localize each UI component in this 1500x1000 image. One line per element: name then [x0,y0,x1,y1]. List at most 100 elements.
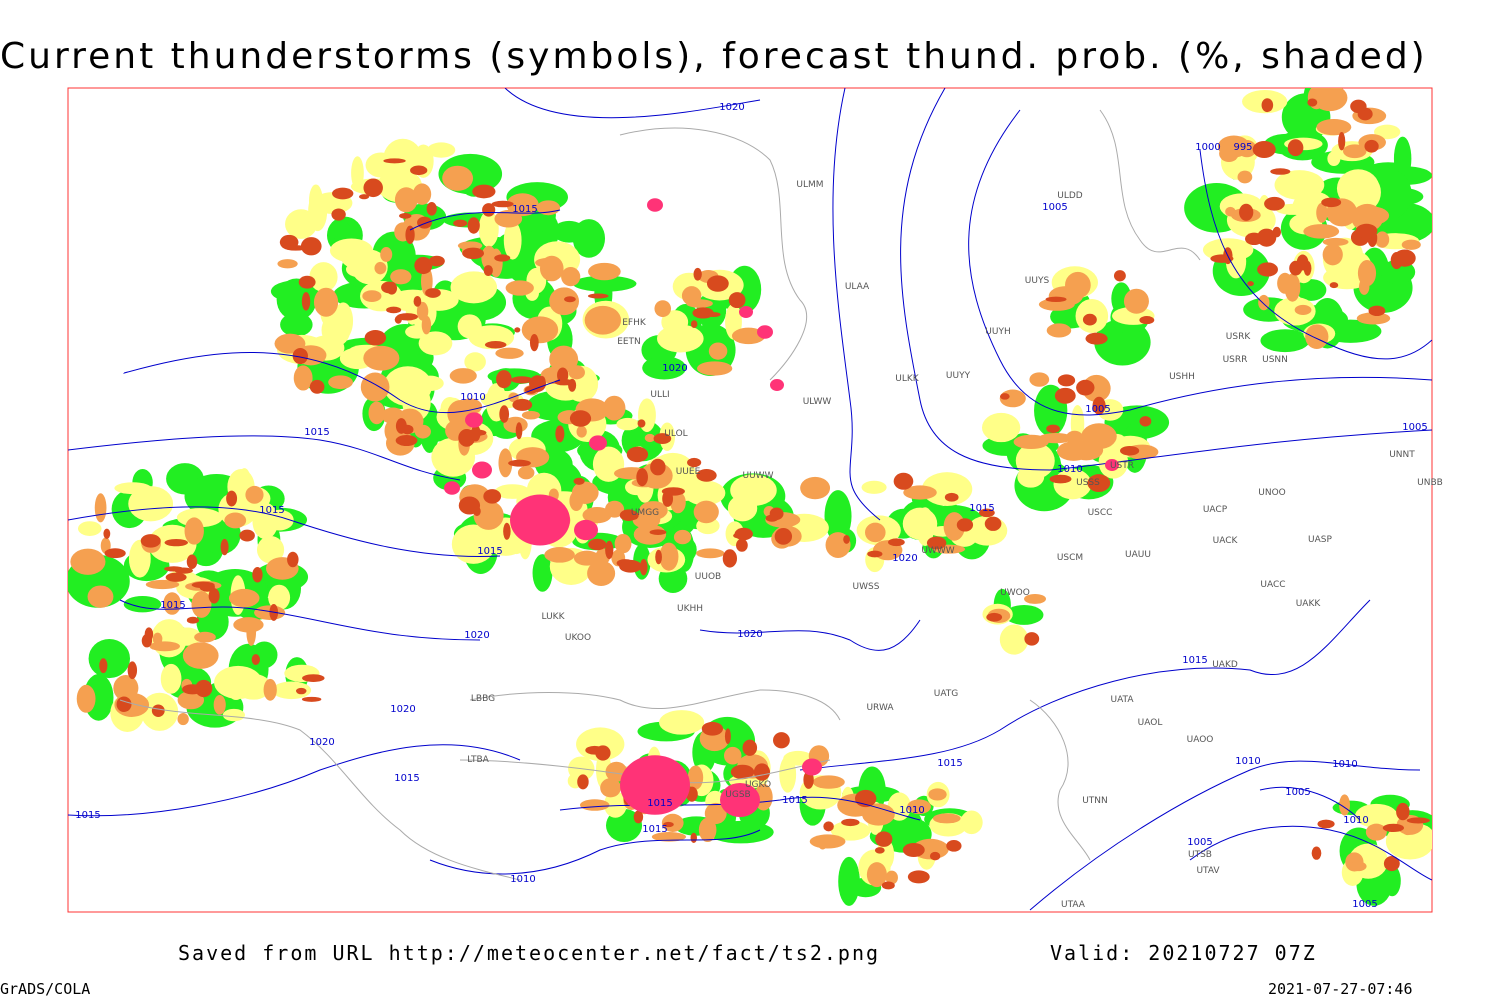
prob-orange [1343,144,1367,159]
prob-orange [1237,140,1257,158]
prob-red [512,398,533,411]
prob-orange [194,631,216,643]
prob-red [1113,270,1126,282]
prob-red [396,313,418,321]
prob-red [1000,393,1010,400]
prob-red [292,347,308,365]
prob-red [1046,424,1060,433]
prob-orange [213,694,226,715]
prob-red [1303,260,1312,276]
prob-red [144,627,154,642]
isobar-label: 1015 [160,600,185,611]
prob-red [569,410,592,427]
prob-red [251,654,260,665]
prob-red [226,490,238,507]
storm-symbol [574,519,598,541]
prob-red [395,418,407,434]
prob-orange [313,287,339,317]
prob-red [417,216,432,229]
isobar-label: 1015 [782,795,807,806]
isobar-label: 1010 [460,392,485,403]
isobar-label: 1015 [75,810,100,821]
prob-orange [368,401,385,425]
source-url: Saved from URL http://meteocenter.net/fa… [178,941,880,965]
prob-yellow [160,663,182,694]
isobar-label: 1015 [1182,655,1207,666]
prob-yellow [341,248,375,269]
prob-orange [633,524,667,545]
isobar-label: 1015 [969,503,994,514]
prob-red [595,745,611,761]
prob-yellow [921,472,973,506]
prob-orange [862,803,895,826]
station-label: USRK [1226,332,1252,342]
prob-orange [907,799,931,815]
prob-orange [145,579,180,590]
station-label: UTNN [1082,796,1108,806]
prob-red [301,292,311,311]
prob-orange [687,765,704,790]
prob-orange [412,183,432,205]
prob-red [637,419,646,428]
prob-orange [94,493,107,523]
station-label: UACK [1213,536,1239,546]
prob-red [633,810,644,824]
prob-red [494,254,511,262]
station-label: UATG [934,689,959,699]
station-label: UATA [1110,695,1134,705]
prob-orange [698,817,717,843]
prob-red [1057,374,1076,387]
prob-red [736,538,748,552]
prob-red [907,870,930,884]
station-label: UWWW [921,546,954,556]
prob-red [395,434,418,447]
prob-orange [1029,372,1050,387]
prob-red [1270,168,1291,175]
prob-red [1287,139,1304,157]
prob-orange [228,588,260,608]
prob-yellow [684,480,726,506]
isobar-label: 1015 [394,773,419,784]
prob-orange [605,500,625,518]
prob-red [186,616,200,624]
isobar-label: 1020 [719,102,744,113]
prob-red [722,549,738,568]
prob-orange [1312,88,1348,112]
prob-red [364,329,387,346]
prob-red [881,881,895,890]
prob-red [663,821,674,828]
prob-red [186,554,198,570]
station-label: UAOO [1187,735,1214,745]
station-label: UUWW [743,471,774,481]
prob-red [1261,98,1274,113]
isobar-label: 1015 [937,758,962,769]
station-label: USTR [1110,461,1134,471]
station-label: LBBG [471,694,495,704]
prob-red [511,376,533,384]
prob-red [239,529,255,542]
prob-orange [246,618,257,646]
prob-orange [670,491,686,514]
isobar-label: 1015 [259,505,284,516]
prob-orange [932,813,961,824]
prob-red [733,532,751,539]
prob-red [1396,802,1410,821]
prob-orange [812,775,845,789]
prob-red [1355,223,1378,239]
prob-orange [1284,273,1301,302]
prob-orange [1065,430,1084,445]
prob-yellow [114,482,152,495]
station-label: USCM [1057,553,1083,563]
prob-red [1082,313,1097,326]
prob-red [1139,416,1152,427]
prob-orange [1316,202,1328,223]
prob-orange [191,591,212,618]
timestamp: 2021-07-27-07:46 [1268,980,1413,998]
station-label: UACP [1203,505,1228,515]
prob-red [140,534,161,548]
prob-yellow [256,535,285,564]
station-label: UWOO [1000,588,1030,598]
prob-orange [363,345,400,371]
prob-red [503,522,511,540]
prob-red [428,255,445,267]
